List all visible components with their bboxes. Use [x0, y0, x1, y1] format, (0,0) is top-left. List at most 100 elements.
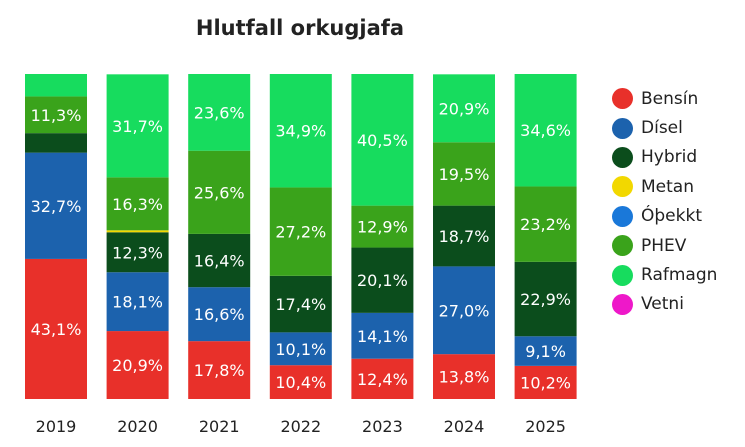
bar-segment-2022-phev [269, 187, 332, 276]
data-label-2020-hybrid: 12,3% [112, 243, 163, 262]
bar-segment-2022-hybrid [269, 275, 332, 333]
bar-segment-2019-hybrid [25, 133, 87, 153]
bar-segment-2022-bensin [269, 365, 332, 399]
legend-label-hybrid: Hybrid [641, 147, 698, 168]
legend-swatch-rafmagn [612, 264, 633, 286]
bar-segment-2020-rafmagn [106, 74, 169, 178]
data-label-2024-hybrid: 18,7% [439, 227, 490, 246]
legend-swatch-vetni [612, 293, 633, 315]
bar-segment-2024-disel [433, 266, 495, 355]
bar-segment-2023-rafmagn [351, 74, 414, 206]
legend-item-vetni: Vetni [612, 290, 744, 319]
data-label-2023-phev: 12,9% [357, 218, 408, 237]
legend-item-othekkt: Óþekkt [612, 202, 744, 231]
legend-item-rafmagn: Rafmagn [612, 260, 744, 289]
legend-label-rafmagn: Rafmagn [641, 265, 718, 286]
legend-label-vetni: Vetni [641, 294, 684, 315]
bar-segment-2019-phev [25, 96, 87, 134]
legend-swatch-metan [612, 176, 633, 198]
data-label-2019-disel: 32,7% [31, 197, 82, 216]
x-tick-label-2023: 2023 [362, 417, 403, 436]
data-label-2021-rafmagn: 23,6% [194, 103, 245, 122]
data-label-2024-rafmagn: 20,9% [439, 99, 490, 118]
legend-label-phev: PHEV [641, 235, 687, 256]
data-label-2022-phev: 27,2% [275, 223, 326, 242]
data-label-2021-hybrid: 16,4% [194, 252, 245, 271]
bar-segment-2025-hybrid [514, 261, 577, 337]
chart-title: Hlutfall orkugjafa [195, 16, 405, 40]
stacked-bar-plot: 43,1% 32,7% 11,3% 2019 20,9% 18,1% 12,3% 16,3% 3… [25, 74, 577, 436]
data-label-2020-disel: 18,1% [112, 293, 163, 312]
data-label-2023-hybrid: 20,1% [357, 271, 408, 290]
bar-segment-2021-phev [188, 150, 251, 234]
legend-swatch-hybrid [612, 146, 633, 168]
bar-segment-2020-metan [106, 230, 169, 233]
bar-segment-2023-phev [351, 205, 414, 248]
legend-swatch-phev [612, 235, 633, 257]
bar-segment-2025-rafmagn [514, 74, 577, 187]
data-label-2022-rafmagn: 34,9% [275, 122, 326, 141]
legend-item-disel: Dísel [612, 113, 744, 142]
data-label-2024-bensin: 13,8% [439, 368, 490, 387]
data-label-2022-hybrid: 17,4% [275, 295, 326, 314]
data-label-2019-phev: 11,3% [31, 106, 82, 125]
data-label-2022-disel: 10,1% [275, 340, 326, 359]
data-label-2024-phev: 19,5% [439, 165, 490, 184]
data-label-2020-bensin: 20,9% [112, 356, 163, 375]
legend-item-phev: PHEV [612, 231, 744, 260]
data-label-2019-bensin: 43,1% [31, 320, 82, 339]
data-label-2022-bensin: 10,4% [275, 373, 326, 392]
bar-segment-2022-rafmagn [269, 74, 332, 188]
bar-segment-2021-disel [188, 287, 251, 342]
legend-item-bensin: Bensín [612, 84, 744, 113]
legend: Bensín Dísel Hybrid Metan Óþekkt PHEV Rafmagn V… [612, 84, 744, 319]
legend-item-metan: Metan [612, 172, 744, 201]
legend-label-disel: Dísel [641, 118, 683, 139]
bar-segment-2020-disel [106, 272, 169, 332]
bar-segment-2025-bensin [514, 365, 577, 399]
x-tick-label-2022: 2022 [280, 417, 321, 436]
bar-segment-2023-bensin [351, 358, 414, 399]
bar-segment-2020-phev [106, 177, 169, 231]
bar-segment-2019-rafmagn [25, 74, 87, 97]
data-label-2023-rafmagn: 40,5% [357, 131, 408, 150]
bar-segment-2024-hybrid [433, 205, 495, 267]
legend-label-othekkt: Óþekkt [641, 206, 702, 227]
bar-segment-2025-phev [514, 186, 577, 262]
data-label-2025-hybrid: 22,9% [520, 290, 571, 309]
bar-segment-2023-hybrid [351, 247, 414, 313]
bar-segment-2020-bensin [106, 331, 169, 399]
legend-swatch-disel [612, 117, 633, 139]
data-label-2023-disel: 14,1% [357, 327, 408, 346]
data-label-2021-phev: 25,6% [194, 183, 245, 202]
bar-segment-2019-disel [25, 152, 87, 259]
data-label-2021-disel: 16,6% [194, 305, 245, 324]
bar-segment-2020-hybrid [106, 232, 169, 273]
data-label-2020-rafmagn: 31,7% [112, 117, 163, 136]
legend-label-metan: Metan [641, 176, 694, 197]
x-tick-label-2020: 2020 [117, 417, 158, 436]
x-tick-label-2021: 2021 [199, 417, 240, 436]
data-label-2024-disel: 27,0% [439, 301, 490, 320]
data-label-2025-bensin: 10,2% [520, 373, 571, 392]
bar-segment-2021-hybrid [188, 233, 251, 288]
bar-segment-2024-bensin [433, 354, 495, 399]
bar-segment-2021-rafmagn [188, 74, 251, 151]
legend-item-hybrid: Hybrid [612, 143, 744, 172]
x-tick-label-2019: 2019 [36, 417, 77, 436]
bar-segment-2019-bensin [25, 258, 87, 399]
data-label-2025-disel: 9,1% [525, 342, 566, 361]
data-label-2020-phev: 16,3% [112, 195, 163, 214]
bar-segment-2023-disel [351, 312, 414, 359]
bar-segment-2021-bensin [188, 341, 251, 399]
legend-label-bensin: Bensín [641, 88, 699, 109]
data-label-2025-phev: 23,2% [520, 215, 571, 234]
bar-segment-2022-disel [269, 332, 332, 366]
x-tick-label-2025: 2025 [525, 417, 566, 436]
legend-swatch-othekkt [612, 205, 633, 227]
bar-segment-2024-phev [433, 142, 495, 206]
legend-swatch-bensin [612, 88, 633, 110]
data-label-2025-rafmagn: 34,6% [520, 121, 571, 140]
data-label-2023-bensin: 12,4% [357, 370, 408, 389]
bar-segment-2024-rafmagn [433, 74, 495, 143]
